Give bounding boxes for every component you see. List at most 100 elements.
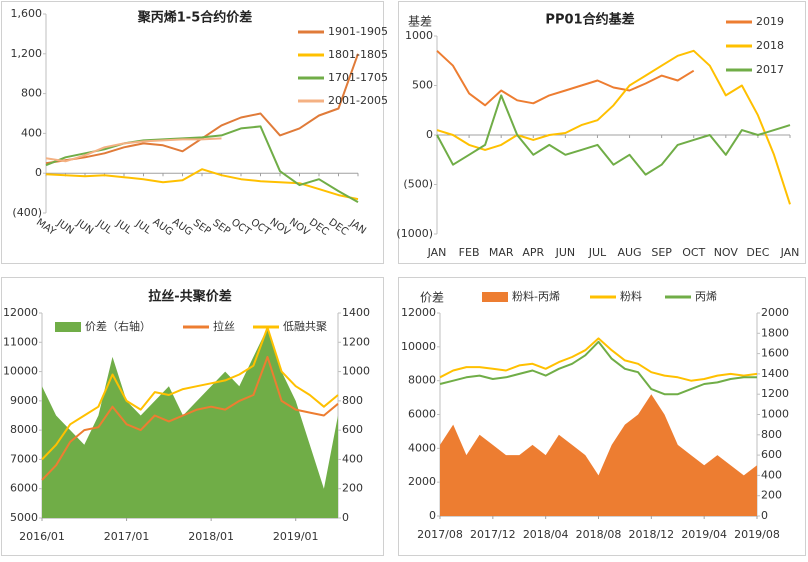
x-tick-label: NOV xyxy=(714,246,739,259)
x-tick-label: 2019/08 xyxy=(734,528,780,541)
legend-label: 价差（右轴） xyxy=(85,319,151,333)
x-tick-label: AUG xyxy=(617,246,641,259)
chart-title: 聚丙烯1-5合约价差 xyxy=(137,10,253,26)
y2-tick-label: 200 xyxy=(761,489,782,502)
x-tick-label: JUN xyxy=(73,217,95,237)
y-axis-label: 基差 xyxy=(408,15,432,29)
y2-tick-label: 200 xyxy=(342,482,363,495)
x-tick-label: JUN xyxy=(555,246,576,259)
legend-label: 1701-1705 xyxy=(328,71,388,84)
legend-label: 粉料 xyxy=(620,289,642,303)
x-tick-label: FEB xyxy=(459,246,480,259)
panel-frame xyxy=(1,277,384,556)
chart-title: 拉丝-共聚价差 xyxy=(148,289,231,305)
y2-tick-label: 1000 xyxy=(761,408,789,421)
y-tick-label: 8000 xyxy=(10,423,38,436)
panel-frame xyxy=(1,1,384,264)
y-tick-label: 0 xyxy=(426,128,433,141)
y2-tick-label: 1600 xyxy=(761,347,789,360)
legend-label: 2018 xyxy=(756,39,784,52)
x-tick-label: JAN xyxy=(780,246,800,259)
line-series xyxy=(45,137,222,163)
x-tick-label: 2019/04 xyxy=(681,528,727,541)
y-tick-label: 0 xyxy=(35,166,42,179)
y-tick-label: 5000 xyxy=(10,511,38,524)
y-tick-label: 1,600 xyxy=(11,7,43,20)
x-tick-label: OCT xyxy=(229,217,253,239)
x-tick-label: 2018/04 xyxy=(523,528,569,541)
y2-tick-label: 2000 xyxy=(761,306,789,319)
x-tick-label: 2017/12 xyxy=(470,528,516,541)
x-tick-label: SEP xyxy=(651,246,672,259)
x-tick-label: MAR xyxy=(489,246,514,259)
x-tick-label: APR xyxy=(522,246,544,259)
y-axis-label: 价差 xyxy=(420,291,444,305)
x-tick-label: JUL xyxy=(588,246,607,259)
y-tick-label: 10000 xyxy=(401,340,436,353)
y-tick-label: 12000 xyxy=(401,306,436,319)
y2-tick-label: 800 xyxy=(342,394,363,407)
line-series xyxy=(436,50,695,107)
y2-tick-label: 600 xyxy=(761,448,782,461)
y2-tick-label: 0 xyxy=(342,511,349,524)
legend-label: 丙烯 xyxy=(695,290,717,303)
legend-label: 低融共聚 xyxy=(283,320,327,333)
line-series xyxy=(436,49,791,205)
x-tick-label: 2018/12 xyxy=(628,528,674,541)
x-tick-label: JAN xyxy=(347,217,368,236)
y-tick-label: 7000 xyxy=(10,452,38,465)
y-tick-label: (1000) xyxy=(396,227,433,240)
area-series xyxy=(440,394,757,516)
y2-tick-label: 400 xyxy=(342,452,363,465)
y2-tick-label: 1200 xyxy=(761,387,789,400)
legend-label: 2019 xyxy=(756,15,784,28)
line-series xyxy=(436,94,791,176)
y2-tick-label: 1400 xyxy=(342,306,370,319)
legend-swatch xyxy=(482,292,508,302)
y-tick-label: 6000 xyxy=(408,408,436,421)
y2-tick-label: 800 xyxy=(761,428,782,441)
x-tick-label: JUL xyxy=(113,218,133,237)
x-tick-label: JUN xyxy=(54,217,76,237)
y2-tick-label: 1800 xyxy=(761,326,789,339)
y2-tick-label: 400 xyxy=(761,468,782,481)
x-tick-label: 2018/01 xyxy=(188,530,234,543)
x-tick-label: AUG xyxy=(151,217,175,239)
x-tick-label: NOV xyxy=(287,217,311,239)
y-tick-label: (400) xyxy=(12,206,42,219)
x-tick-label: OCT xyxy=(248,217,272,239)
legend-label: 1901-1905 xyxy=(328,25,388,38)
x-tick-label: DEC xyxy=(307,217,331,238)
line-series xyxy=(41,355,339,481)
y-tick-label: 11000 xyxy=(3,335,38,348)
line-series xyxy=(439,340,757,396)
y-tick-label: 10000 xyxy=(3,365,38,378)
x-tick-label: NOV xyxy=(268,217,292,239)
x-tick-label: 2016/01 xyxy=(19,530,65,543)
x-tick-label: JUL xyxy=(94,218,114,237)
x-tick-label: 2017/01 xyxy=(104,530,150,543)
y2-tick-label: 1200 xyxy=(342,335,370,348)
legend-label: 拉丝 xyxy=(213,319,235,333)
y-tick-label: 1000 xyxy=(405,29,433,42)
y-tick-label: 6000 xyxy=(10,482,38,495)
x-tick-label: MAY xyxy=(34,217,58,238)
x-tick-label: 2017/08 xyxy=(417,528,463,541)
x-tick-label: AUG xyxy=(170,217,194,239)
area-series xyxy=(42,327,338,518)
line-series xyxy=(439,337,758,382)
x-tick-label: 2019/01 xyxy=(273,530,319,543)
x-tick-label: SEP xyxy=(191,218,213,238)
panel-frame xyxy=(398,1,806,264)
y-tick-label: 800 xyxy=(21,87,42,100)
y-tick-label: 4000 xyxy=(408,441,436,454)
y-tick-label: (500) xyxy=(403,178,433,191)
y-tick-label: 12000 xyxy=(3,306,38,319)
legend-label: 2001-2005 xyxy=(328,94,388,107)
legend-swatch xyxy=(55,322,81,332)
y-tick-label: 500 xyxy=(412,79,433,92)
legend-label: 1801-1805 xyxy=(328,48,388,61)
y-tick-label: 400 xyxy=(21,126,42,139)
